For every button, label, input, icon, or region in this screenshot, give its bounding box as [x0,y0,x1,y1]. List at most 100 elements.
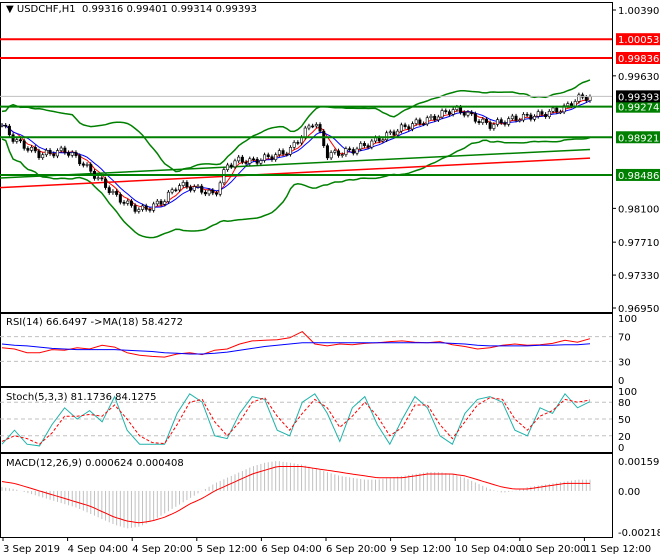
rsi-line [1,330,591,358]
candle [466,111,470,116]
candle [211,189,215,194]
candle [329,152,333,159]
candle [122,201,126,204]
macd-tick-label: 0.00 [618,487,640,498]
time-tick-label: 9 Sep 12:00 [391,544,451,555]
candle [392,131,396,136]
candle [155,200,159,205]
dropdown-triangle-icon[interactable]: ▼ [6,4,14,15]
candle [296,142,300,144]
candle [48,149,52,154]
price-tick-label: 0.99630 [618,72,659,83]
candle [496,119,500,125]
candle [444,110,448,112]
candle [362,143,366,146]
time-tick-label: 6 Sep 04:00 [261,544,321,555]
high-value: 0.99401 [126,4,168,15]
candle [163,201,167,205]
candle [259,160,263,164]
candle [429,115,433,119]
candle [507,118,511,125]
candle [558,111,562,114]
candle [355,148,359,154]
candle [159,200,163,205]
low-value: 0.99314 [171,4,213,15]
candle [240,156,244,163]
candle [337,150,341,156]
candle [544,114,548,117]
candle [237,156,241,162]
candle [196,185,200,188]
stoch-tick-label: 100 [618,387,637,398]
time-tick-label: 5 Sep 12:00 [197,544,257,555]
candle [462,112,466,116]
candle [52,153,56,157]
candle [207,189,211,195]
candle [481,118,485,123]
candle [529,114,533,120]
candle [85,164,89,166]
candle [166,191,170,202]
open-value: 0.99316 [81,4,124,15]
price-tick-label: 1.00390 [618,6,659,17]
candle [178,185,182,191]
candle [470,111,474,115]
candle [307,125,311,129]
candle [174,189,178,192]
candle [170,189,174,193]
stoch-tick-label: 20 [618,432,631,443]
macd-tick-label: -0.002187 [618,528,660,539]
candle [4,124,8,127]
rsi-tick-label: 100 [618,314,637,325]
candle [288,147,292,155]
rsi-ma-line [1,342,591,355]
rsi-label: RSI(14) 66.6497 ->MA(18) 58.4272 [6,317,183,328]
candle [407,126,411,130]
candle [107,187,111,193]
candle [388,131,392,134]
candle [285,153,289,156]
candle [266,154,270,158]
candle [514,115,518,121]
level-price-badge [616,51,660,64]
candle [459,106,463,113]
candle [484,118,488,123]
candle [192,186,196,191]
candle [270,156,274,160]
candle [152,203,156,211]
candle [67,152,71,156]
candle [274,154,278,160]
time-tick-label: 6 Sep 20:00 [326,544,386,555]
candle [566,103,570,106]
candle [418,119,422,124]
main-pane-frame [0,2,613,313]
level-price-label: 0.99274 [618,103,659,114]
candle [126,200,130,204]
candle [425,117,429,125]
candle [100,177,104,180]
candle [44,149,48,156]
candle [189,186,193,191]
stoch-label: Stoch(5,3,3) 81.1736 84.1275 [6,392,157,403]
candle [536,111,540,117]
candle [141,205,145,210]
candle [26,148,30,151]
level-price-label: 1.00053 [618,35,659,46]
candle [499,119,503,123]
current-price-badge [616,90,660,103]
level-price-badge [616,168,660,181]
candle [255,158,259,164]
candle [366,145,370,148]
candle [510,115,514,119]
candle [218,182,222,195]
candle [540,111,544,115]
candle [314,124,318,127]
candle [214,192,218,195]
candle [70,152,74,156]
candle [381,139,385,142]
candle [118,194,122,203]
level-price-label: 0.99836 [618,54,659,65]
candle [525,114,529,116]
candle [359,143,363,150]
